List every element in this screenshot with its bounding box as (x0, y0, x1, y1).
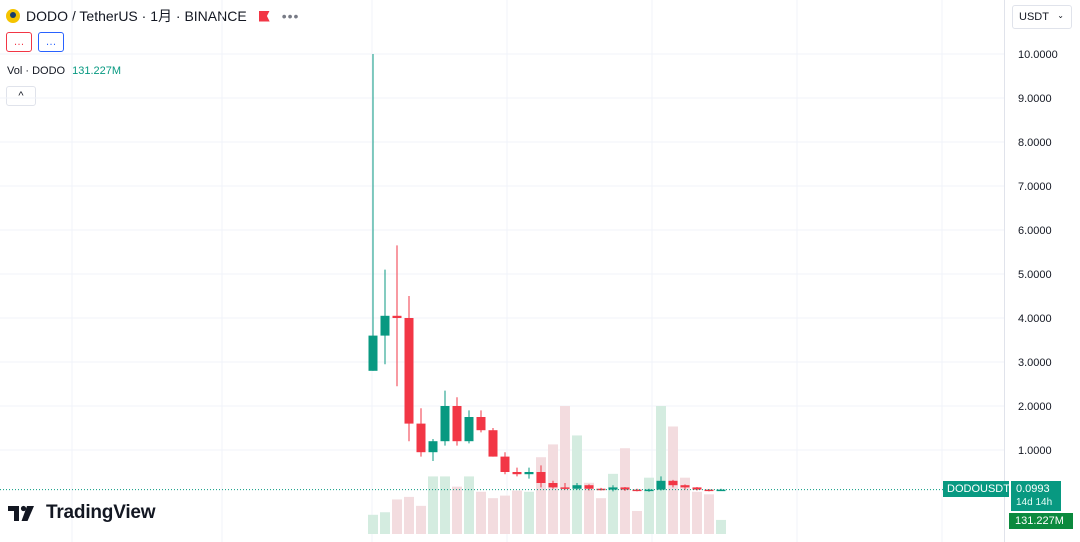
more-dots-icon[interactable]: ••• (281, 8, 300, 24)
volume-bar (584, 482, 594, 534)
candle-body (536, 472, 546, 483)
volume-bar (512, 490, 522, 534)
candle-body (476, 417, 486, 431)
indicator-button-red[interactable]: … (6, 32, 32, 52)
candle-body (620, 487, 630, 490)
tradingview-wordmark: TradingView (46, 502, 156, 523)
last-price-value: 0.0993 (1016, 483, 1050, 495)
dodo-coin-icon (6, 9, 20, 23)
candle-body (632, 489, 642, 492)
volume-bar (704, 494, 714, 534)
volume-bar (656, 406, 666, 534)
volume-bar (404, 496, 414, 534)
volume-bar (476, 491, 486, 534)
candle-body (368, 335, 378, 371)
candle-body (392, 315, 402, 318)
price-axis-label: 7.0000 (1018, 181, 1052, 193)
volume-bar (440, 476, 450, 534)
volume-bar (560, 406, 570, 534)
volume-bar (536, 457, 546, 534)
last-price-tag: 0.0993 14d 14h (1011, 481, 1061, 511)
volume-bar (428, 476, 438, 534)
candle-body (608, 487, 618, 490)
candle-body (464, 417, 474, 442)
indicator-button-blue[interactable]: … (38, 32, 64, 52)
candle-body (548, 483, 558, 488)
volume-bar (644, 477, 654, 534)
chevron-down-icon: ⌄ (1057, 11, 1064, 20)
candle-body (488, 430, 498, 457)
bar-countdown: 14d 14h (1016, 497, 1053, 508)
volume-bar (524, 491, 534, 534)
volume-value-tag: 131.227M (1009, 513, 1073, 529)
volume-legend-value: 131.227M (72, 65, 122, 77)
candle-body (500, 456, 510, 472)
symbol-price-tag: DODOUSDT (943, 481, 1010, 497)
price-axis-label: 10.0000 (1018, 49, 1058, 61)
candle-body (440, 406, 450, 442)
volume-bar (464, 476, 474, 534)
volume-bar (380, 512, 390, 534)
candle-body (572, 485, 582, 489)
candle-body (668, 480, 678, 486)
currency-select[interactable]: USDT ⌄ (1012, 5, 1072, 29)
volume-bar (608, 473, 618, 534)
price-axis-label: 9.0000 (1018, 93, 1052, 105)
candle-body (692, 487, 702, 490)
volume-bar (368, 514, 378, 534)
price-axis-label: 6.0000 (1018, 225, 1052, 237)
collapse-legend-button[interactable]: ^ (6, 86, 36, 106)
price-axis-label: 5.0000 (1018, 269, 1052, 281)
volume-bar (692, 491, 702, 534)
candle-body (584, 485, 594, 489)
price-axis-label: 2.0000 (1018, 401, 1052, 413)
candle-body (704, 489, 714, 492)
candle-body (680, 485, 690, 488)
candle-body (560, 487, 570, 489)
volume-bar (416, 505, 426, 534)
candle-body (404, 318, 414, 424)
flag-icon[interactable] (258, 10, 270, 22)
price-axis-label: 4.0000 (1018, 313, 1052, 325)
volume-bar (392, 499, 402, 534)
volume-bar (500, 495, 510, 534)
volume-bar (680, 477, 690, 534)
candle-body (524, 472, 534, 475)
tradingview-mark-icon (8, 505, 34, 521)
volume-bar (716, 519, 726, 534)
symbol-title[interactable]: DODO / TetherUS · 1月 · BINANCE (26, 8, 247, 24)
price-axis-label: 8.0000 (1018, 137, 1052, 149)
candle-body (716, 489, 726, 492)
volume-bar (596, 498, 606, 534)
volume-bar (620, 448, 630, 534)
candle-body (416, 423, 426, 453)
candle-body (644, 489, 654, 492)
candle-body (512, 472, 522, 475)
volume-legend: Vol · DODO 131.227M (7, 65, 121, 77)
tradingview-logo[interactable]: TradingView (8, 502, 156, 524)
volume-bar (488, 498, 498, 534)
currency-select-value: USDT (1019, 11, 1049, 23)
chart-header: DODO / TetherUS · 1月 · BINANCE ••• (6, 4, 299, 28)
volume-legend-label: Vol · DODO (7, 65, 66, 77)
candle-body (428, 441, 438, 453)
candle-body (380, 315, 390, 336)
candle-body (656, 480, 666, 490)
candle-body (452, 406, 462, 442)
volume-bar (452, 486, 462, 534)
price-axis-label: 3.0000 (1018, 357, 1052, 369)
volume-bar (632, 510, 642, 534)
price-axis-label: 1.0000 (1018, 445, 1052, 457)
